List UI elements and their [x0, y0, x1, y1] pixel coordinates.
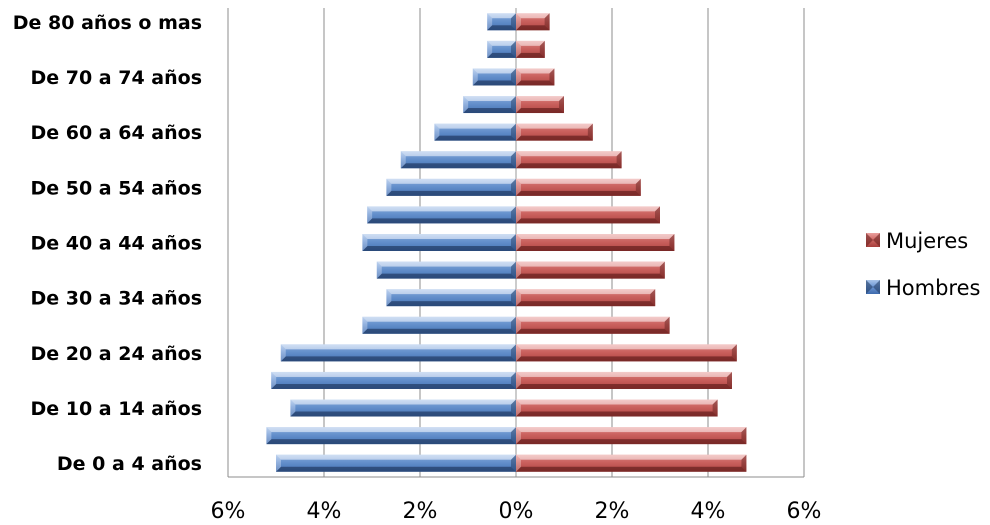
x-tick-label: 0%	[499, 499, 534, 524]
bar-mujeres	[516, 234, 675, 251]
bar-hombres	[386, 289, 516, 307]
legend-label: Mujeres	[886, 229, 968, 253]
bar-mujeres	[516, 371, 732, 389]
bar-mujeres	[516, 316, 670, 334]
bar-hombres	[434, 123, 516, 141]
bar-hombres	[400, 151, 516, 169]
category-label: De 30 a 34 años	[30, 288, 202, 310]
x-tick-label: 4%	[307, 499, 342, 524]
bar-hombres	[362, 234, 516, 251]
bar-hombres	[376, 261, 516, 279]
x-tick-label: 4%	[691, 499, 726, 524]
bar-hombres	[276, 454, 516, 472]
bar-hombres	[362, 316, 516, 334]
bar-mujeres	[516, 151, 622, 169]
category-label: De 10 a 14 años	[30, 398, 202, 420]
x-tick-label: 6%	[787, 499, 822, 524]
legend-label: Hombres	[886, 276, 980, 300]
bar-mujeres	[516, 206, 660, 224]
bar-mujeres	[516, 261, 665, 279]
bar-mujeres	[516, 178, 641, 196]
x-tick-labels: 6% 4% 2% 0% 2% 4% 6%	[211, 499, 822, 524]
bar-hombres	[472, 68, 516, 86]
bar-hombres	[290, 399, 516, 417]
legend: Mujeres Hombres	[866, 229, 980, 300]
legend-swatch	[866, 280, 880, 294]
bar-mujeres	[516, 427, 747, 445]
bar-mujeres	[516, 40, 545, 58]
category-label: De 0 a 4 años	[57, 453, 202, 475]
bar-mujeres	[516, 68, 555, 86]
bar-hombres	[386, 178, 516, 196]
x-tick-label: 6%	[211, 499, 246, 524]
bar-mujeres	[516, 96, 564, 114]
legend-entry-mujeres: Mujeres	[866, 229, 968, 253]
category-label: De 60 a 64 años	[30, 122, 202, 144]
bar-mujeres	[516, 344, 737, 362]
bar-hombres	[271, 371, 516, 389]
bar-hombres	[487, 40, 516, 58]
bar-mujeres	[516, 289, 656, 307]
category-label: De 70 a 74 años	[30, 67, 202, 89]
legend-swatch	[866, 233, 880, 247]
bar-hombres	[487, 13, 516, 31]
x-tick-label: 2%	[595, 499, 630, 524]
x-tick-label: 2%	[403, 499, 438, 524]
bar-mujeres	[516, 454, 747, 472]
category-label: De 50 a 54 años	[30, 177, 202, 199]
legend-entry-hombres: Hombres	[866, 276, 980, 300]
category-label: De 20 a 24 años	[30, 343, 202, 365]
bar-mujeres	[516, 399, 718, 417]
category-label: De 40 a 44 años	[30, 233, 202, 255]
bar-hombres	[367, 206, 516, 224]
category-label: De 80 años o mas	[13, 12, 202, 34]
category-labels: De 0 a 4 años De 10 a 14 años De 20 a 24 a…	[13, 12, 202, 475]
bar-mujeres	[516, 13, 550, 31]
bar-mujeres	[516, 123, 593, 141]
bars	[266, 13, 747, 472]
bar-hombres	[280, 344, 516, 362]
bar-hombres	[266, 427, 516, 445]
bar-hombres	[463, 96, 516, 114]
